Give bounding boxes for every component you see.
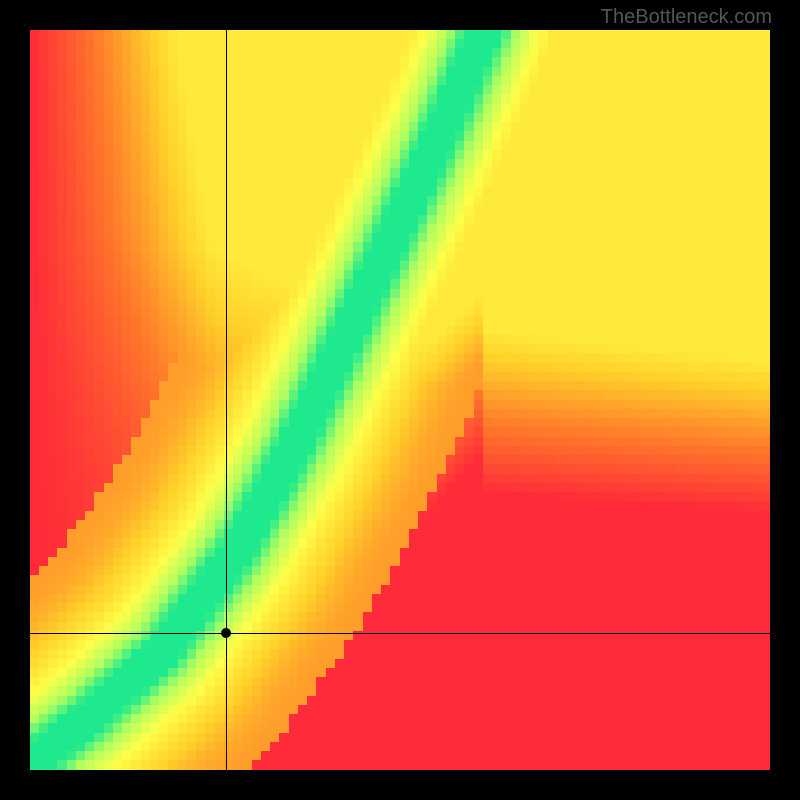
watermark-text: TheBottleneck.com — [601, 6, 772, 29]
heatmap-canvas — [30, 30, 770, 770]
crosshair-marker — [221, 628, 231, 638]
crosshair-horizontal — [30, 633, 770, 634]
crosshair-vertical — [226, 30, 227, 770]
plot-area — [30, 30, 770, 770]
